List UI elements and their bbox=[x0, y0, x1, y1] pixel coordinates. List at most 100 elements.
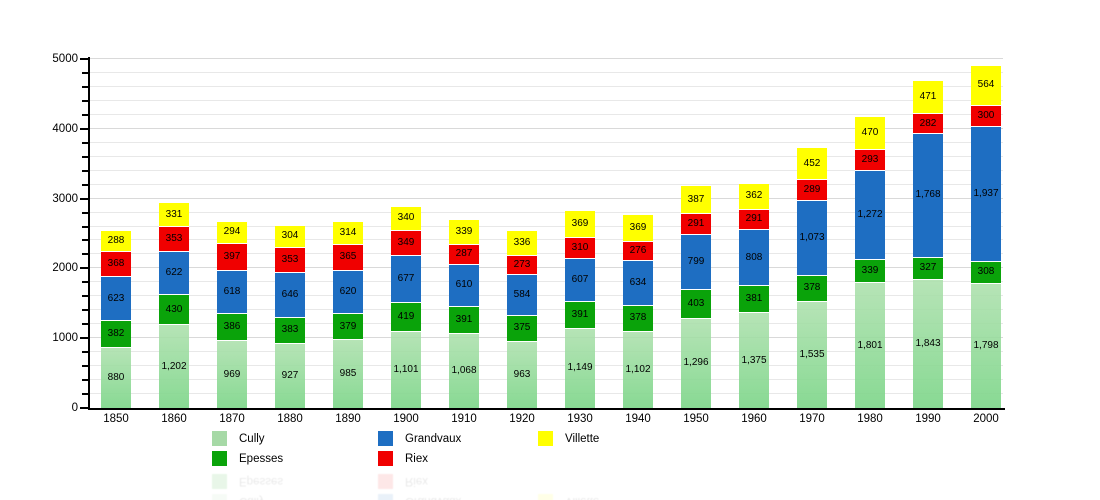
legend-swatch-epesses bbox=[212, 474, 227, 489]
x-axis-label: 1990 bbox=[915, 413, 941, 425]
bar-segment-cully-1860: 1,202 bbox=[159, 324, 189, 408]
y-axis-tick bbox=[82, 169, 88, 172]
bar-segment-cully-1910: 1,068 bbox=[449, 333, 479, 408]
y-axis-tick bbox=[82, 281, 88, 284]
bar-value-label: 378 bbox=[629, 312, 647, 324]
y-axis-label: 3000 bbox=[52, 192, 78, 205]
bar-value-label: 1,202 bbox=[161, 360, 187, 372]
bar-segment-cully-2000: 1,798 bbox=[971, 282, 1001, 408]
bar-segment-riex-1970: 289 bbox=[797, 179, 827, 200]
bar-segment-grandvaux-1850: 623 bbox=[101, 276, 131, 320]
legend-column: Grandvaux Riex bbox=[378, 431, 538, 471]
bar-value-label: 1,535 bbox=[799, 348, 825, 360]
bar-value-label: 1,375 bbox=[741, 354, 767, 366]
gridline bbox=[90, 58, 1003, 59]
bar-segment-epesses-1900: 419 bbox=[391, 301, 421, 332]
bar-value-label: 419 bbox=[397, 311, 415, 323]
bar-value-label: 985 bbox=[339, 368, 357, 380]
bar-segment-riex-1920: 273 bbox=[507, 254, 537, 274]
bar-value-label: 382 bbox=[107, 327, 125, 339]
bar-segment-epesses-1880: 383 bbox=[275, 316, 305, 344]
bar-value-label: 336 bbox=[513, 237, 531, 249]
legend-swatch-cully bbox=[212, 494, 227, 500]
bar-value-label: 963 bbox=[513, 368, 531, 380]
bar-segment-cully-1940: 1,102 bbox=[623, 331, 653, 408]
bar-segment-grandvaux-1900: 677 bbox=[391, 254, 421, 302]
gridline bbox=[90, 169, 1003, 171]
bar-value-label: 362 bbox=[745, 190, 763, 202]
bar-value-label: 646 bbox=[281, 288, 299, 300]
gridline bbox=[90, 393, 1003, 395]
bar-1870: 969 386 618 397 294 bbox=[217, 222, 247, 408]
bar-segment-cully-1900: 1,101 bbox=[391, 331, 421, 408]
bar-segment-riex-1870: 397 bbox=[217, 242, 247, 271]
bar-value-label: 365 bbox=[339, 251, 357, 263]
x-axis-label: 1850 bbox=[103, 413, 129, 425]
bar-value-label: 808 bbox=[745, 251, 763, 263]
gridline bbox=[90, 267, 1003, 269]
bar-value-label: 610 bbox=[455, 279, 473, 291]
bar-value-label: 1,272 bbox=[857, 208, 883, 220]
bar-value-label: 291 bbox=[745, 213, 763, 225]
bar-value-label: 471 bbox=[919, 91, 937, 103]
x-axis-line bbox=[88, 408, 1005, 410]
bar-segment-grandvaux-1950: 799 bbox=[681, 233, 711, 290]
bar-1980: 1,801 339 1,272 293 470 bbox=[855, 116, 885, 408]
gridline bbox=[90, 99, 1003, 101]
bar-value-label: 369 bbox=[629, 222, 647, 234]
bar-value-label: 331 bbox=[165, 208, 183, 220]
legend-item-cully: Cully bbox=[212, 494, 378, 500]
bar-segment-cully-1990: 1,843 bbox=[913, 279, 943, 408]
bar-segment-epesses-2000: 308 bbox=[971, 261, 1001, 283]
bar-value-label: 452 bbox=[803, 157, 821, 169]
y-axis-tick bbox=[82, 225, 88, 228]
legend-item-epesses: Epesses bbox=[212, 474, 378, 489]
bar-value-label: 353 bbox=[165, 232, 183, 244]
bar-value-label: 287 bbox=[455, 248, 473, 260]
bar-segment-epesses-1850: 382 bbox=[101, 319, 131, 347]
legend-label: Cully bbox=[239, 432, 265, 445]
y-axis-tick bbox=[80, 267, 88, 270]
bar-1970: 1,535 378 1,073 289 452 bbox=[797, 147, 827, 408]
legend-label: Grandvaux bbox=[405, 496, 461, 500]
bar-value-label: 1,937 bbox=[973, 187, 999, 199]
bar-segment-epesses-1980: 339 bbox=[855, 258, 885, 283]
bar-segment-cully-1920: 963 bbox=[507, 340, 537, 408]
gridline bbox=[90, 295, 1003, 297]
y-axis-tick bbox=[82, 351, 88, 354]
legend-item-epesses: Epesses bbox=[212, 451, 378, 466]
bar-segment-epesses-1990: 327 bbox=[913, 256, 943, 280]
bar-value-label: 880 bbox=[107, 371, 125, 383]
bar-value-label: 1,101 bbox=[393, 364, 419, 376]
x-axis-label: 1980 bbox=[857, 413, 883, 425]
bar-segment-epesses-1910: 391 bbox=[449, 306, 479, 334]
y-axis-tick bbox=[82, 99, 88, 102]
bar-value-label: 1,801 bbox=[857, 339, 883, 351]
x-axis-label: 2000 bbox=[973, 413, 999, 425]
bar-value-label: 294 bbox=[223, 226, 241, 238]
y-axis-tick bbox=[80, 407, 88, 409]
bar-2000: 1,798 308 1,937 300 564 bbox=[971, 65, 1001, 408]
bar-value-label: 620 bbox=[339, 285, 357, 297]
bar-segment-riex-1960: 291 bbox=[739, 208, 769, 230]
bar-value-label: 403 bbox=[687, 297, 705, 309]
bar-segment-epesses-1930: 391 bbox=[565, 300, 595, 328]
bar-segment-epesses-1860: 430 bbox=[159, 294, 189, 325]
bar-1890: 985 379 620 365 314 bbox=[333, 222, 363, 408]
legend-swatch-grandvaux bbox=[378, 494, 393, 500]
bar-segment-epesses-1890: 379 bbox=[333, 312, 363, 340]
legend-swatch-epesses bbox=[212, 451, 227, 466]
bar-value-label: 391 bbox=[571, 308, 589, 320]
legend-column: Villette bbox=[538, 469, 599, 500]
legend-swatch-grandvaux bbox=[378, 431, 393, 446]
y-axis-tick bbox=[82, 253, 88, 256]
y-axis-label: 1000 bbox=[52, 332, 78, 345]
bar-segment-villette-2000: 564 bbox=[971, 65, 1001, 105]
bar-segment-cully-1960: 1,375 bbox=[739, 312, 769, 408]
legend-column: Cully Epesses bbox=[212, 431, 378, 471]
y-axis-label: 0 bbox=[71, 402, 78, 414]
bar-value-label: 1,068 bbox=[451, 365, 477, 377]
bar-segment-grandvaux-1860: 622 bbox=[159, 250, 189, 295]
gridline bbox=[90, 71, 1003, 73]
bar-segment-grandvaux-1880: 646 bbox=[275, 271, 305, 317]
